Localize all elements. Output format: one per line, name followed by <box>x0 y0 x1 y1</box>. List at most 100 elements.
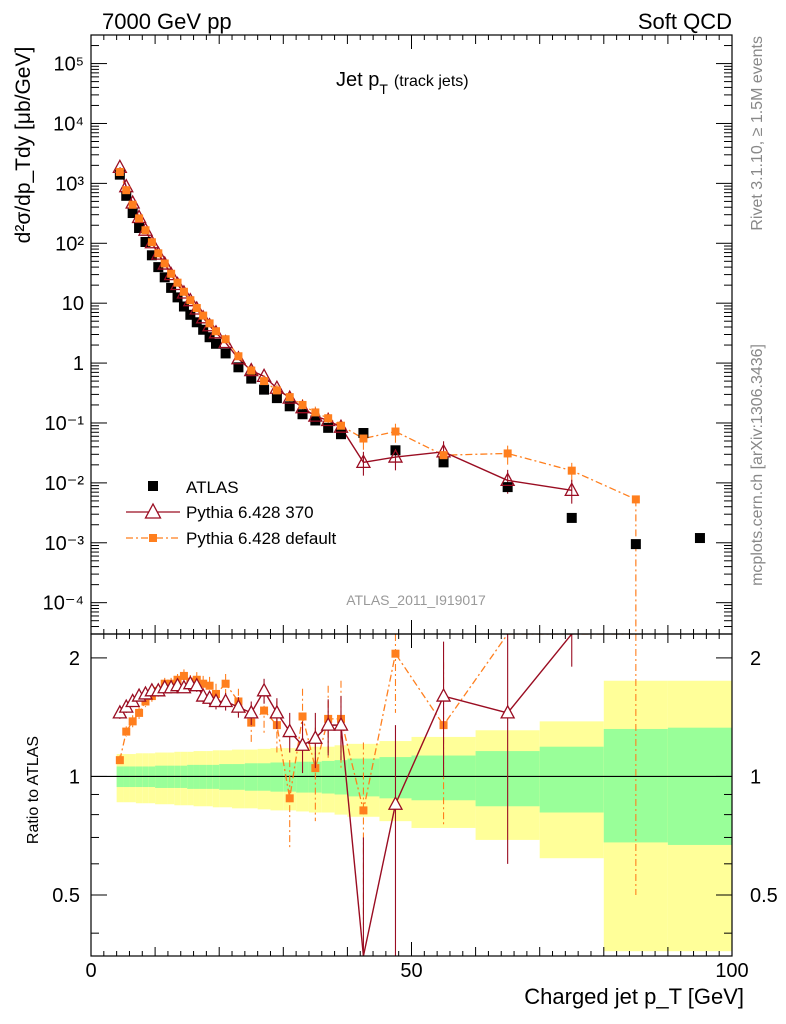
data-point-pythia-default <box>359 434 368 443</box>
data-point-pythia-default <box>147 238 156 247</box>
data-point-atlas <box>210 338 221 349</box>
ratio-point-pythia-default <box>199 679 208 688</box>
data-point-atlas <box>134 222 145 233</box>
data-point-pythia-default <box>503 449 512 458</box>
data-point-atlas <box>259 384 270 395</box>
data-point-pythia-default <box>311 408 320 417</box>
ratio-point-pythia-default <box>285 794 294 803</box>
x-axis-label: Charged jet p_T [GeV] <box>524 984 744 1009</box>
legend-label-pythia370: Pythia 6.428 370 <box>186 503 314 522</box>
legend-label-atlas: ATLAS <box>186 478 239 497</box>
series-line-pythia-default <box>119 171 637 500</box>
data-point-pythia370 <box>564 481 580 497</box>
chart-title-main: Jet p <box>336 69 379 91</box>
axis-ticks: 0 50 100 10⁻⁴ 10⁻³ 10⁻² 10⁻¹ 1 10 10² 10³ 10⁴ 10⁵ 0.5… <box>43 34 778 982</box>
data-point-atlas <box>694 533 705 544</box>
ratio-point-pythia370 <box>320 716 336 731</box>
ratio-point-pythia-default <box>391 649 400 658</box>
data-point-atlas <box>358 428 369 439</box>
data-point-atlas <box>140 237 151 248</box>
ratio-point-pythia-default <box>221 679 230 688</box>
data-point-pythia-default <box>115 167 124 176</box>
chart-title: Jet pT (track jets) <box>336 69 469 97</box>
data-point-atlas <box>246 373 257 384</box>
data-point-atlas <box>284 401 295 412</box>
data-point-pythia-default <box>567 466 576 475</box>
legend-marker-pythia370 <box>144 502 162 519</box>
ratio-tick-label-right: 1 <box>750 766 761 788</box>
ratio-point-pythia-default <box>205 681 214 690</box>
ratio-point-pythia-default <box>179 671 188 680</box>
ratio-point-pythia-default <box>135 708 144 717</box>
ratio-point-pythia370 <box>218 693 234 708</box>
y-tick-label: 10³ <box>55 173 84 195</box>
data-point-atlas <box>127 208 138 219</box>
x-tick-label: 100 <box>715 960 748 982</box>
data-point-atlas <box>220 348 231 359</box>
y-axis-label: d²σ/dp_Tdy [μb/GeV] <box>12 47 35 244</box>
analysis-label: ATLAS_2011_I919017 <box>346 592 486 608</box>
data-point-pythia370 <box>387 448 404 463</box>
ratio-band-inner <box>667 727 732 845</box>
y-tick-label: 10² <box>55 233 84 255</box>
data-point-pythia-default <box>324 414 333 423</box>
x-tick-label: 50 <box>400 960 422 982</box>
y-tick-label: 10⁴ <box>53 113 84 135</box>
data-point-pythia-default <box>391 427 400 436</box>
ratio-band-inner <box>296 761 309 793</box>
legend-marker-pythia-default <box>149 534 157 542</box>
ratio-point-pythia370 <box>269 704 285 719</box>
rivet-label: Rivet 3.1.10, ≥ 1.5M events <box>749 36 766 231</box>
ratio-point-pythia-default <box>128 717 137 726</box>
ratio-point-pythia-default <box>122 727 131 736</box>
data-point-atlas <box>146 250 157 261</box>
ratio-point-pythia370 <box>282 723 298 738</box>
ratio-tick-label-left: 0.5 <box>52 885 80 907</box>
data-point-pythia-default <box>167 269 176 278</box>
data-point-atlas <box>297 409 308 420</box>
y-tick-label: 1 <box>73 353 84 375</box>
header-left: 7000 GeV pp <box>102 9 232 34</box>
ratio-y-axis-label: Ratio to ATLAS <box>25 736 42 844</box>
data-point-atlas <box>438 457 449 468</box>
ratio-point-pythia370 <box>500 704 516 719</box>
data-point-atlas <box>335 429 346 440</box>
ratio-band-inner <box>334 760 348 795</box>
ratio-band-inner <box>539 746 604 813</box>
y-tick-label: 10⁻⁴ <box>43 593 84 615</box>
ratio-tick-label-left: 2 <box>69 648 80 670</box>
data-point-pythia-default <box>439 451 448 460</box>
ratio-point-pythia370 <box>208 693 224 708</box>
ratio-band-inner <box>321 760 335 794</box>
chart-title-sub: T <box>379 81 388 97</box>
data-point-atlas <box>566 512 577 523</box>
ratio-tick-label-left: 1 <box>69 766 80 788</box>
ratio-panel <box>91 634 732 956</box>
data-point-pythia-default <box>186 296 195 305</box>
legend-label-pythia-default: Pythia 6.428 default <box>186 529 337 548</box>
data-point-pythia-default <box>298 400 307 409</box>
data-point-atlas <box>502 482 513 493</box>
ratio-point-pythia370 <box>307 729 323 744</box>
data-point-pythia-default <box>199 311 208 320</box>
mcplots-label: mcplots.cern.ch [arXiv:1306.3436] <box>749 344 766 586</box>
data-point-pythia-default <box>141 226 150 235</box>
data-point-pythia-default <box>260 377 269 386</box>
data-point-pythia-default <box>128 200 137 209</box>
data-point-atlas <box>166 282 177 293</box>
y-tick-label: 10⁻³ <box>45 533 85 555</box>
ratio-point-pythia370 <box>243 704 259 719</box>
legend-marker-atlas <box>148 481 158 491</box>
ratio-tick-label-right: 0.5 <box>750 885 778 907</box>
ratio-point-pythia370 <box>230 698 247 713</box>
data-point-pythia-default <box>179 287 188 296</box>
y-tick-label: 10⁵ <box>53 54 84 76</box>
data-point-pythia-default <box>247 366 256 375</box>
ratio-point-pythia-default <box>115 756 124 765</box>
data-point-pythia-default <box>221 335 230 344</box>
header-right: Soft QCD <box>638 9 732 34</box>
data-point-pythia-default <box>285 393 294 402</box>
data-point-pythia-default <box>234 352 243 361</box>
ratio-tick-label-right: 2 <box>750 648 761 670</box>
ratio-point-pythia-default <box>359 806 368 815</box>
